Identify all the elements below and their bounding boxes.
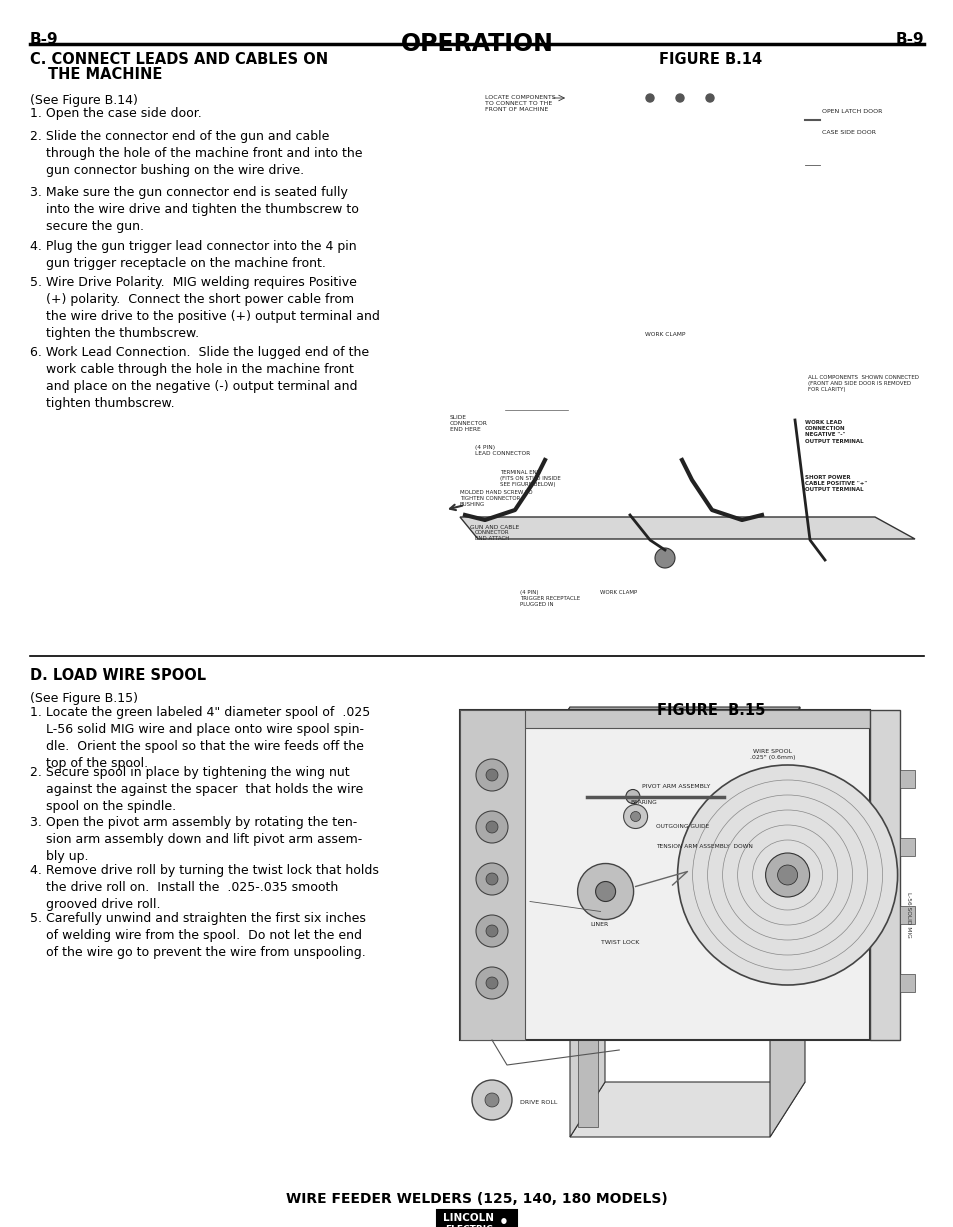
Polygon shape xyxy=(530,707,569,933)
Text: 5. Wire Drive Polarity.  MIG welding requires Positive
    (+) polarity.  Connec: 5. Wire Drive Polarity. MIG welding requ… xyxy=(30,276,379,340)
Text: WIRE FEEDER WELDERS (125, 140, 180 MODELS): WIRE FEEDER WELDERS (125, 140, 180 MODEL… xyxy=(286,1191,667,1206)
Circle shape xyxy=(476,760,507,791)
Text: •: • xyxy=(498,1215,508,1227)
Polygon shape xyxy=(564,777,609,837)
Text: FIGURE B.14: FIGURE B.14 xyxy=(659,52,761,67)
Circle shape xyxy=(476,915,507,947)
Circle shape xyxy=(472,1080,512,1120)
Text: LOCATE COMPONENTS
TO CONNECT TO THE
FRONT OF MACHINE: LOCATE COMPONENTS TO CONNECT TO THE FRON… xyxy=(484,94,555,113)
Circle shape xyxy=(485,925,497,937)
Text: ALL COMPONENTS  SHOWN CONNECTED
(FRONT AND SIDE DOOR IS REMOVED
FOR CLARITY): ALL COMPONENTS SHOWN CONNECTED (FRONT AN… xyxy=(807,375,918,393)
Text: WIRE SPOOL
.025" (0.6mm): WIRE SPOOL .025" (0.6mm) xyxy=(749,748,795,760)
Circle shape xyxy=(595,881,615,902)
Text: WORK CLAMP: WORK CLAMP xyxy=(599,590,637,595)
Text: 1. Open the case side door.: 1. Open the case side door. xyxy=(30,107,201,120)
Circle shape xyxy=(765,853,809,897)
Bar xyxy=(459,710,869,728)
Circle shape xyxy=(484,1093,498,1107)
Polygon shape xyxy=(578,1027,598,1128)
Circle shape xyxy=(485,977,497,989)
Text: LINER: LINER xyxy=(590,921,608,926)
Polygon shape xyxy=(530,707,800,772)
Text: (4 PIN)
LEAD CONNECTOR: (4 PIN) LEAD CONNECTOR xyxy=(475,445,530,456)
Bar xyxy=(899,906,914,924)
Circle shape xyxy=(676,94,683,102)
Text: 5. Carefully unwind and straighten the first six inches
    of welding wire from: 5. Carefully unwind and straighten the f… xyxy=(30,912,366,960)
Circle shape xyxy=(625,789,639,804)
Text: FIGURE  B.15: FIGURE B.15 xyxy=(656,703,764,718)
Polygon shape xyxy=(569,1082,804,1137)
Text: TENSION ARM ASSEMBLY  DOWN: TENSION ARM ASSEMBLY DOWN xyxy=(655,844,752,849)
Bar xyxy=(459,740,874,1040)
Bar xyxy=(899,838,914,856)
Circle shape xyxy=(476,811,507,843)
Text: (4 PIN)
TRIGGER RECEPTACLE
PLUGGED IN: (4 PIN) TRIGGER RECEPTACLE PLUGGED IN xyxy=(519,590,579,607)
Text: (See Figure B.15): (See Figure B.15) xyxy=(30,692,138,706)
Circle shape xyxy=(705,94,713,102)
Text: LINCOLN: LINCOLN xyxy=(443,1214,494,1223)
Polygon shape xyxy=(530,867,800,933)
Circle shape xyxy=(630,811,639,822)
Text: L-56 SOLID MIG: L-56 SOLID MIG xyxy=(904,892,910,937)
Text: OPEN LATCH DOOR: OPEN LATCH DOOR xyxy=(821,109,882,114)
Bar xyxy=(899,974,914,991)
Text: OUTGOING GUIDE: OUTGOING GUIDE xyxy=(655,825,708,829)
Circle shape xyxy=(485,872,497,885)
Polygon shape xyxy=(459,517,914,539)
Text: 4. Remove drive roll by turning the twist lock that holds
    the drive roll on.: 4. Remove drive roll by turning the twis… xyxy=(30,864,378,910)
Polygon shape xyxy=(760,707,800,933)
Text: 3. Open the pivot arm assembly by rotating the ten-
    sion arm assembly down a: 3. Open the pivot arm assembly by rotati… xyxy=(30,816,362,863)
Text: D. LOAD WIRE SPOOL: D. LOAD WIRE SPOOL xyxy=(30,667,206,683)
Text: WORK LEAD
CONNECTION
NEGATIVE "-"
OUTPUT TERMINAL: WORK LEAD CONNECTION NEGATIVE "-" OUTPUT… xyxy=(804,420,862,444)
Circle shape xyxy=(677,764,897,985)
Text: DRIVE ROLL: DRIVE ROLL xyxy=(519,1101,557,1106)
Text: OPERATION: OPERATION xyxy=(400,32,553,56)
Text: TERMINAL END
(FITS ON STUD INSIDE
SEE FIGURE BELOW): TERMINAL END (FITS ON STUD INSIDE SEE FI… xyxy=(499,470,560,487)
Text: 2. Slide the connector end of the gun and cable
    through the hole of the mach: 2. Slide the connector end of the gun an… xyxy=(30,130,362,177)
Text: PIVOT ARM ASSEMBLY: PIVOT ARM ASSEMBLY xyxy=(641,784,710,789)
Bar xyxy=(899,771,914,788)
Text: 1. Locate the green labeled 4" diameter spool of  .025
    L-56 solid MIG wire a: 1. Locate the green labeled 4" diameter … xyxy=(30,706,370,771)
Polygon shape xyxy=(769,962,804,1137)
Circle shape xyxy=(623,805,647,828)
FancyBboxPatch shape xyxy=(436,1210,517,1227)
Text: C. CONNECT LEADS AND CABLES ON: C. CONNECT LEADS AND CABLES ON xyxy=(30,52,328,67)
Text: TWIST LOCK: TWIST LOCK xyxy=(600,940,639,945)
Text: B-9: B-9 xyxy=(895,32,923,47)
Circle shape xyxy=(485,821,497,833)
Text: BEARING: BEARING xyxy=(630,800,657,805)
Circle shape xyxy=(476,863,507,894)
Circle shape xyxy=(645,94,654,102)
Circle shape xyxy=(476,967,507,999)
Text: 2. Secure spool in place by tightening the wing nut
    against the against the : 2. Secure spool in place by tightening t… xyxy=(30,766,363,814)
Text: GUN AND CABLE: GUN AND CABLE xyxy=(470,525,518,530)
Text: CONNECTOR
END ATTACH: CONNECTOR END ATTACH xyxy=(475,530,509,541)
Circle shape xyxy=(655,548,675,568)
Text: CASE SIDE DOOR: CASE SIDE DOOR xyxy=(821,130,875,135)
Bar xyxy=(459,710,524,1040)
Text: (See Figure B.14): (See Figure B.14) xyxy=(30,94,138,107)
Circle shape xyxy=(577,864,633,919)
Text: B-9: B-9 xyxy=(30,32,58,47)
Text: 6. Work Lead Connection.  Slide the lugged end of the
    work cable through the: 6. Work Lead Connection. Slide the lugge… xyxy=(30,346,369,410)
Text: SHORT POWER
CABLE POSITIVE "+"
OUTPUT TERMINAL: SHORT POWER CABLE POSITIVE "+" OUTPUT TE… xyxy=(804,475,866,492)
Bar xyxy=(869,710,899,1040)
Text: 3. Make sure the gun connector end is seated fully
    into the wire drive and t: 3. Make sure the gun connector end is se… xyxy=(30,187,358,233)
Text: SLIDE
CONNECTOR
END HERE: SLIDE CONNECTOR END HERE xyxy=(450,415,487,432)
Text: MOLDED HAND SCREW TO
TIGHTEN CONNECTOR
BUSHING: MOLDED HAND SCREW TO TIGHTEN CONNECTOR B… xyxy=(459,490,532,508)
Circle shape xyxy=(485,769,497,782)
Circle shape xyxy=(777,865,797,885)
Polygon shape xyxy=(569,962,804,1017)
Text: 4. Plug the gun trigger lead connector into the 4 pin
    gun trigger receptacle: 4. Plug the gun trigger lead connector i… xyxy=(30,240,356,270)
Text: WORK CLAMP: WORK CLAMP xyxy=(644,333,685,337)
Bar xyxy=(459,710,869,1040)
Polygon shape xyxy=(569,962,604,1137)
Text: ELECTRIC: ELECTRIC xyxy=(445,1225,493,1227)
Text: THE MACHINE: THE MACHINE xyxy=(48,67,162,82)
